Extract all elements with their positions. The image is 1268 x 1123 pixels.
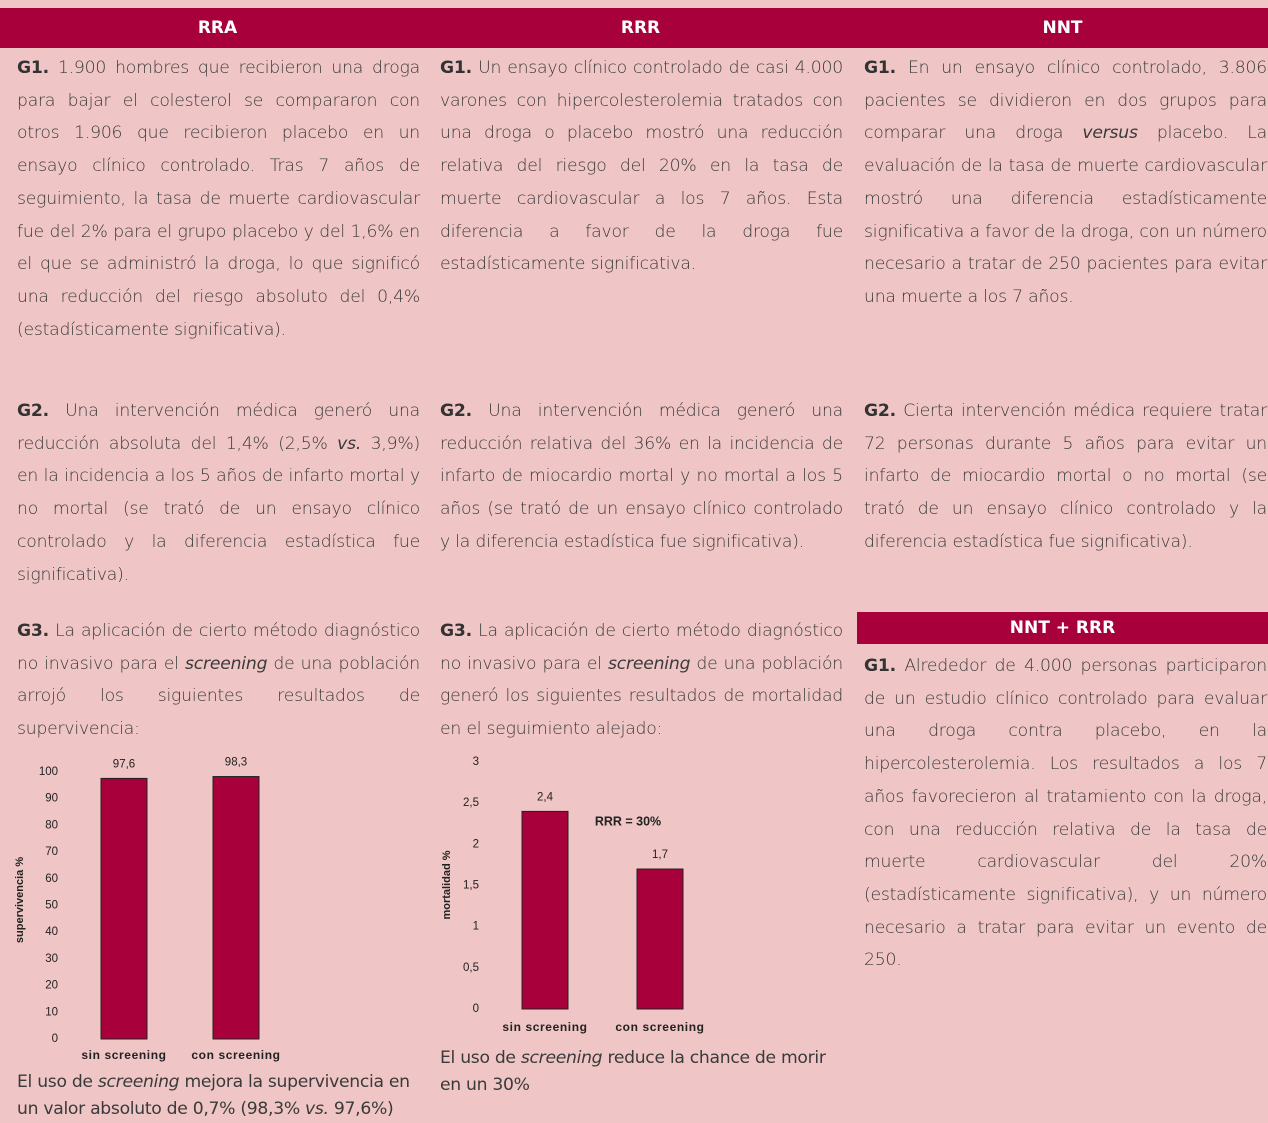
bar — [100, 777, 148, 1040]
y-tick-label: 0 — [473, 1003, 479, 1015]
bar-chart: 0 10 20 30 40 50 60 70 80 90 100 supervivencia % 97,… — [14, 757, 280, 1063]
y-tick-label: 70 — [45, 846, 58, 858]
header-bar — [0, 8, 1268, 48]
item-label: G1. — [864, 58, 896, 78]
paragraph: G2. Cierta intervención médica requiere … — [864, 395, 1267, 559]
text: El uso de — [17, 1072, 98, 1092]
text: La aplicación de cierto método diagnósti… — [17, 621, 420, 674]
paragraph: G2. Una intervención médica generó una r… — [440, 395, 843, 559]
item-label: G2. — [864, 401, 896, 421]
caption: El uso de screening reduce la chance de … — [440, 1045, 850, 1099]
text: Una intervención médica generó una reduc… — [440, 401, 844, 552]
bar — [521, 810, 569, 1010]
italic-text: screening — [184, 653, 268, 674]
y-tick-label: 0,5 — [463, 962, 479, 974]
paragraph: G3. La aplicación de cierto método diagn… — [17, 615, 420, 746]
item-label: G3. — [17, 621, 49, 641]
caption: El uso de screening mejora la superviven… — [17, 1069, 427, 1123]
y-tick-label: 20 — [45, 980, 58, 992]
x-tick-label: con screening — [615, 1020, 704, 1034]
item-label: G1. — [440, 58, 472, 78]
item-label: G1. — [17, 58, 49, 78]
text: Cierta intervención médica requiere trat… — [864, 401, 1267, 552]
italic-text: vs. — [337, 433, 362, 454]
y-axis-label: supervivencia % — [14, 857, 26, 943]
paragraph: G1. En un ensayo clínico controlado, 3.8… — [864, 52, 1267, 314]
y-tick-label: 50 — [45, 900, 58, 912]
y-tick-label: 2,5 — [463, 797, 479, 809]
annotation: RRR = 30% — [595, 814, 661, 828]
paragraph: G1. Alrededor de 4.000 personas particip… — [864, 650, 1267, 977]
bar — [212, 776, 260, 1040]
item-label: G1. — [864, 656, 896, 676]
italic-text: screening — [97, 1072, 180, 1092]
text: 97,6%) — [328, 1099, 394, 1119]
y-tick-label: 90 — [45, 793, 58, 805]
paragraph: G2. Una intervención médica generó una r… — [17, 395, 420, 591]
y-tick-label: 60 — [45, 873, 58, 885]
y-tick-label: 80 — [45, 819, 58, 831]
text: Alrededor de 4.000 personas participaron… — [864, 656, 1267, 971]
text: de una población generó los siguientes r… — [440, 653, 843, 740]
text: El uso de — [440, 1048, 521, 1068]
bar — [636, 868, 684, 1010]
y-tick-label: 10 — [45, 1006, 58, 1018]
y-tick-label: 30 — [45, 953, 58, 965]
text: 3,9%) en la incidencia a los 5 años de i… — [17, 433, 420, 585]
item-label: G2. — [440, 401, 472, 421]
italic-text: screening — [520, 1048, 603, 1068]
y-tick-label: 1 — [473, 921, 479, 933]
italic-text: versus — [1082, 123, 1138, 144]
x-tick-label: con screening — [191, 1048, 280, 1062]
value-label: 1,7 — [652, 849, 668, 861]
y-tick-label: 2 — [473, 838, 479, 850]
y-tick-label: 100 — [39, 766, 58, 778]
text: mejora la supervivencia en un valor abso… — [17, 1072, 410, 1119]
y-tick-label: 40 — [45, 926, 58, 938]
italic-text: screening — [607, 653, 691, 674]
column-header: RRA — [197, 18, 238, 38]
paragraph: G3. La aplicación de cierto método diagn… — [440, 615, 843, 746]
italic-text: vs. — [305, 1099, 329, 1119]
section-header: NNT + RRR — [857, 612, 1268, 644]
value-label: 97,6 — [113, 758, 135, 770]
y-tick-label: 0 — [52, 1033, 58, 1045]
text: reduce la chance de morir en un 30% — [440, 1048, 826, 1095]
bar-chart: 0 0,5 1 1,5 2 2,5 3 mortalidad % 2,4 sin screenin… — [441, 756, 704, 1034]
text: placebo. La evaluación de la tasa de mue… — [864, 123, 1267, 307]
paragraph: G1. 1.900 hombres que recibieron una dro… — [17, 52, 420, 346]
paragraph: G1. Un ensayo clínico controlado de casi… — [440, 52, 843, 281]
text: En un ensayo clínico controlado, 3.806 p… — [864, 58, 1267, 144]
x-tick-label: sin screening — [502, 1020, 587, 1034]
x-tick-label: sin screening — [81, 1048, 166, 1062]
item-label: G3. — [440, 621, 472, 641]
text: Una intervención médica generó una reduc… — [17, 401, 421, 454]
y-axis-label: mortalidad % — [441, 850, 453, 919]
value-label: 2,4 — [537, 791, 554, 803]
text: La aplicación de cierto método diagnósti… — [440, 621, 843, 674]
y-tick-label: 1,5 — [463, 880, 479, 892]
item-label: G2. — [17, 401, 49, 421]
column-header: NNT — [1042, 18, 1083, 38]
y-tick-label: 3 — [473, 756, 479, 768]
value-label: 98,3 — [225, 757, 247, 769]
text: de una población arrojó los siguientes r… — [17, 653, 420, 740]
column-header: RRR — [620, 18, 661, 38]
text: Un ensayo clínico controlado de casi 4.0… — [440, 58, 843, 275]
text: 1.900 hombres que recibieron una droga p… — [17, 58, 420, 340]
